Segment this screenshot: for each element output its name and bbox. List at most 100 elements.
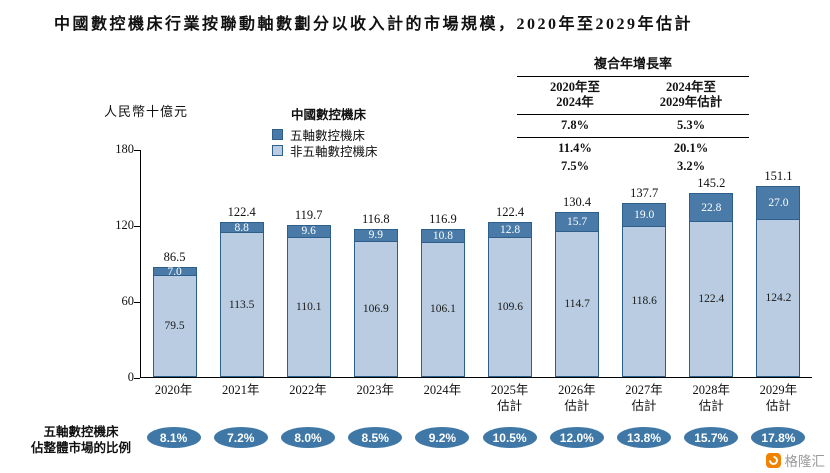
bar-segment-non-five-axis: 122.4 xyxy=(689,221,734,377)
x-axis-label-estimate: 估計 xyxy=(631,399,657,414)
bar-total-label: 151.1 xyxy=(764,168,793,183)
bar-group: 119.7 9.6 110.1 xyxy=(275,150,342,377)
five-axis-ratio-label-line2: 佔整體市場的比例 xyxy=(30,441,131,456)
x-axis-label: 2021年 xyxy=(222,383,260,397)
legend-item-label: 五軸數控機床 xyxy=(290,128,366,143)
cagr-header-row: 2020年至 2024年 2024年至 2029年估計 xyxy=(517,77,749,115)
x-axis-label: 2029年估計 xyxy=(745,382,812,415)
bar-segment-five-axis: 8.8 xyxy=(219,222,264,233)
bar-segment-five-axis: 27.0 xyxy=(756,185,801,220)
ratio-badge: 8.5% xyxy=(348,427,403,448)
bar-segment-five-axis: 12.8 xyxy=(488,221,533,239)
bar-segment-non-five-axis: 106.1 xyxy=(420,242,465,377)
bar-segment-non-five-axis: 106.9 xyxy=(353,241,398,377)
y-axis-unit-label: 人民幣十億元 xyxy=(104,104,189,119)
ratio-badge: 8.0% xyxy=(281,427,335,448)
cagr-total-row: 7.8% 5.3% xyxy=(517,115,749,138)
cagr-non-five-axis-2020-2024: 7.5% xyxy=(560,159,590,173)
cagr-header-line: 2029年估計 xyxy=(659,95,723,109)
legend: 中國數控機床 五軸數控機床 非五軸數控機床 xyxy=(272,104,378,159)
y-tick-label: 120 xyxy=(115,218,134,232)
cagr-table-title: 複合年增長率 xyxy=(517,53,749,77)
x-axis-label-year: 2028年 xyxy=(692,383,730,397)
ratio-pill-slot: 15.7% xyxy=(678,427,745,448)
x-axis-label: 2022年 xyxy=(289,383,327,397)
bar-segment-non-five-axis: 124.2 xyxy=(756,219,801,377)
ratio-pill-slot: 13.8% xyxy=(610,427,677,448)
bar-group: 151.1 27.0 124.2 xyxy=(745,150,812,377)
five-axis-ratio-label-line1: 五軸數控機床 xyxy=(43,425,119,439)
legend-item-label: 非五軸數控機床 xyxy=(290,144,378,159)
x-axis-label-estimate: 估計 xyxy=(497,399,523,414)
bar-group: 122.4 12.8 109.6 xyxy=(476,150,543,377)
ratio-badge: 15.7% xyxy=(684,427,739,448)
bar-stack: 8.8 113.5 xyxy=(219,222,264,377)
cagr-five-axis-2024-2029: 20.1% xyxy=(673,141,709,155)
bar-group: 122.4 8.8 113.5 xyxy=(208,150,275,377)
x-axis-label: 2020年 xyxy=(154,383,193,397)
bar-segment-non-five-axis: 110.1 xyxy=(286,237,331,377)
x-axis-labels: 2020年 2021年 2022年 2023年 2024年 2025年 估計 2026年 估計 2… xyxy=(140,382,812,415)
cagr-total-2020-2024: 7.8% xyxy=(560,118,590,132)
ratio-pill-slot: 17.8% xyxy=(745,427,812,448)
bar-segment-five-axis: 9.9 xyxy=(353,229,398,242)
ratio-pill-slot: 12.0% xyxy=(543,427,610,448)
ratio-badge: 8.1% xyxy=(146,427,201,448)
five-axis-ratio-label: 五軸數控機床 佔整體市場的比例 xyxy=(18,424,144,457)
bar-group: 86.5 7.0 79.5 xyxy=(141,150,208,377)
ratio-pill-slot: 8.0% xyxy=(274,427,341,448)
x-axis-label-year: 2029年 xyxy=(759,383,798,397)
x-axis-label: 2025年估計 xyxy=(476,382,543,415)
y-tick-label: 0 xyxy=(127,370,134,384)
cagr-table: 複合年增長率 2020年至 2024年 2024年至 2029年估計 7.8% … xyxy=(517,53,749,174)
ratio-pill-slot: 8.5% xyxy=(342,427,409,448)
bar-total-label: 116.9 xyxy=(429,211,457,226)
legend-title: 中國數控機床 xyxy=(291,108,367,122)
x-axis-label-estimate: 估計 xyxy=(765,399,791,414)
ratio-pill-slot: 10.5% xyxy=(476,427,543,448)
bar-total-label: 122.4 xyxy=(227,205,256,220)
x-axis-label-year: 2025年 xyxy=(490,383,529,397)
x-axis-label: 2028年估計 xyxy=(678,382,745,415)
bar-stack: 9.6 110.1 xyxy=(286,225,331,377)
watermark-text: 格隆汇 xyxy=(784,454,826,469)
cagr-header-line: 2024年至 xyxy=(665,80,716,94)
bar-segment-non-five-axis: 79.5 xyxy=(152,276,197,377)
bar-segment-non-five-axis: 118.6 xyxy=(622,226,667,377)
bar-stack: 15.7 114.7 xyxy=(555,211,600,377)
plot-area: 86.5 7.0 79.5 122.4 8.8 113.5 119.7 9.6 110.1 116… xyxy=(140,150,812,378)
cagr-column-header-2020-2024: 2020年至 2024年 xyxy=(517,80,633,110)
x-axis-label: 2027年 估計 xyxy=(610,382,677,415)
bar-group: 116.8 9.9 106.9 xyxy=(342,150,409,377)
five-axis-ratio-row: 8.1% 7.2% 8.0% 8.5% 9.2% 10.5% 12.0% 13.8% 15.7%… xyxy=(140,427,812,448)
bar-group: 145.2 22.8 122.4 xyxy=(678,150,745,377)
cagr-five-axis-2020-2024: 11.4% xyxy=(558,141,592,155)
bar-total-label: 119.7 xyxy=(294,208,323,223)
bar-segment-non-five-axis: 109.6 xyxy=(488,238,533,377)
ratio-badge: 12.0% xyxy=(549,427,604,448)
legend-swatch-icon xyxy=(272,128,283,140)
cagr-five-axis-row: 11.4% 20.1% xyxy=(517,138,749,156)
cagr-total-2024-2029: 5.3% xyxy=(676,118,706,132)
bar-segment-five-axis: 10.8 xyxy=(420,228,465,243)
legend-item: 非五軸數控機床 xyxy=(272,142,378,159)
legend-items: 五軸數控機床 非五軸數控機床 xyxy=(272,126,378,159)
bar-total-label: 86.5 xyxy=(163,250,186,265)
bar-total-label: 137.7 xyxy=(630,185,659,200)
x-axis-label-year: 2026年 xyxy=(558,383,596,397)
bar-stack: 12.8 109.6 xyxy=(488,221,533,377)
bar-group: 130.4 15.7 114.7 xyxy=(544,150,611,377)
bar-stack: 10.8 106.1 xyxy=(420,228,465,377)
bar-stack: 19.0 118.6 xyxy=(622,202,667,377)
gelonghui-logo-icon xyxy=(765,452,781,468)
bar-segment-non-five-axis: 113.5 xyxy=(219,233,264,377)
x-axis-label-estimate: 估計 xyxy=(698,399,724,414)
bar-segment-five-axis: 19.0 xyxy=(622,202,667,227)
legend-item: 五軸數控機床 xyxy=(272,126,378,143)
bar-segment-five-axis: 22.8 xyxy=(689,193,734,222)
bar-group: 137.7 19.0 118.6 xyxy=(611,150,678,377)
cagr-header-line: 2024年 xyxy=(556,95,594,109)
bar-segment-five-axis: 9.6 xyxy=(286,225,331,238)
bar-segment-five-axis: 7.0 xyxy=(152,266,197,278)
